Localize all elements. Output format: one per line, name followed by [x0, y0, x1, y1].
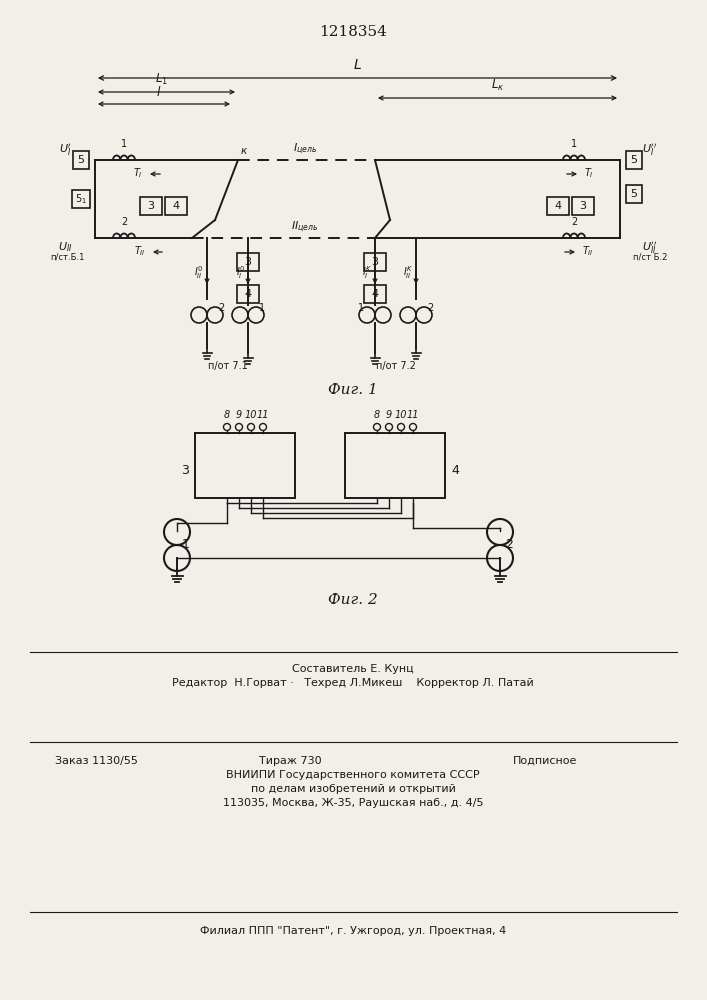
Text: Редактор  Н.Горват ·   Техред Л.Микеш    Корректор Л. Патай: Редактор Н.Горват · Техред Л.Микеш Корре…	[172, 678, 534, 688]
Text: 113035, Москва, Ж-35, Раушская наб., д. 4/5: 113035, Москва, Ж-35, Раушская наб., д. …	[223, 798, 484, 808]
Text: $II_{цель}$: $II_{цель}$	[291, 219, 319, 234]
Bar	[140, 197, 162, 215]
Text: $I_I^K$: $I_I^K$	[363, 265, 373, 281]
Text: $T_{{II}}$: $T_{{II}}$	[134, 244, 146, 258]
Text: по делам изобретений и открытий: по делам изобретений и открытий	[250, 784, 455, 794]
Text: $U_{{II}}$: $U_{{II}}$	[58, 240, 72, 254]
Text: 11: 11	[407, 410, 419, 420]
Text: $5_1$: $5_1$	[75, 192, 87, 206]
Text: Фиг. 1: Фиг. 1	[328, 383, 378, 397]
Text: 1: 1	[182, 538, 190, 552]
Text: 10: 10	[245, 410, 257, 420]
Text: $U_I''$: $U_I''$	[643, 142, 658, 158]
Text: 2: 2	[505, 538, 513, 552]
Text: $T_{{II}}$: $T_{{II}}$	[582, 244, 594, 258]
Text: 11: 11	[257, 410, 269, 420]
Text: 1: 1	[358, 303, 364, 313]
Bar	[547, 197, 569, 215]
Text: 5: 5	[78, 155, 85, 165]
Bar	[572, 197, 594, 215]
Text: $U_I'$: $U_I'$	[59, 142, 71, 158]
Text: ВНИИПИ Государственного комитета СССР: ВНИИПИ Государственного комитета СССР	[226, 770, 480, 780]
Text: 4: 4	[245, 289, 252, 299]
Text: 1: 1	[571, 139, 577, 149]
Text: 5: 5	[631, 155, 638, 165]
Bar	[165, 197, 187, 215]
Bar	[73, 151, 89, 169]
Text: $U_{{II}}''$: $U_{{II}}''$	[643, 240, 658, 256]
Text: 3: 3	[245, 257, 252, 267]
Text: $L_к$: $L_к$	[491, 78, 504, 93]
Bar	[626, 151, 642, 169]
Text: 1: 1	[121, 139, 127, 149]
Text: 3: 3	[580, 201, 587, 211]
Text: п/ст.Б.1: п/ст.Б.1	[49, 253, 84, 262]
Text: $l$: $l$	[156, 85, 161, 99]
Text: $L_1$: $L_1$	[155, 72, 168, 87]
Text: 4: 4	[451, 464, 459, 477]
Bar	[364, 285, 386, 303]
Text: 2: 2	[121, 217, 127, 227]
Text: 5: 5	[631, 189, 638, 199]
Text: 10: 10	[395, 410, 407, 420]
Bar	[195, 432, 295, 497]
Text: Составитель Е. Кунц: Составитель Е. Кунц	[292, 664, 414, 674]
Text: 3: 3	[371, 257, 378, 267]
Text: 1: 1	[259, 303, 265, 313]
Bar	[364, 253, 386, 271]
Bar	[626, 185, 642, 203]
Text: 2: 2	[218, 303, 224, 313]
Text: $I_{цель}$: $I_{цель}$	[293, 141, 317, 156]
Text: Подписное: Подписное	[513, 756, 577, 766]
Text: Фиг. 2: Фиг. 2	[328, 593, 378, 607]
Text: 3: 3	[181, 464, 189, 477]
Text: Тираж 730: Тираж 730	[259, 756, 321, 766]
Text: 8: 8	[224, 410, 230, 420]
Text: п/ст Б.2: п/ст Б.2	[633, 253, 667, 262]
Text: $T_I$: $T_I$	[133, 166, 143, 180]
Text: 9: 9	[236, 410, 242, 420]
Text: п/от 7.2: п/от 7.2	[375, 361, 416, 371]
Bar	[345, 432, 445, 497]
Text: п/от 7.1: п/от 7.1	[208, 361, 247, 371]
Text: $I_{{II}}^K$: $I_{{II}}^K$	[404, 265, 414, 281]
Text: 4: 4	[554, 201, 561, 211]
Bar	[237, 253, 259, 271]
Text: $I_{{II}}^0$: $I_{{II}}^0$	[194, 265, 204, 281]
Text: Филиал ППП "Патент", г. Ужгород, ул. Проектная, 4: Филиал ППП "Патент", г. Ужгород, ул. Про…	[200, 926, 506, 936]
Text: 8: 8	[374, 410, 380, 420]
Text: 4: 4	[173, 201, 180, 211]
Text: 3: 3	[148, 201, 155, 211]
Text: к: к	[241, 146, 247, 156]
Text: 9: 9	[386, 410, 392, 420]
Text: 4: 4	[371, 289, 378, 299]
Text: 1218354: 1218354	[319, 25, 387, 39]
Text: Заказ 1130/55: Заказ 1130/55	[55, 756, 138, 766]
Text: $T_I$: $T_I$	[584, 166, 594, 180]
Text: 2: 2	[571, 217, 577, 227]
Bar	[237, 285, 259, 303]
Bar	[72, 190, 90, 208]
Text: L: L	[354, 58, 361, 72]
Text: $I_I^0$: $I_I^0$	[236, 265, 246, 281]
Text: 2: 2	[427, 303, 433, 313]
